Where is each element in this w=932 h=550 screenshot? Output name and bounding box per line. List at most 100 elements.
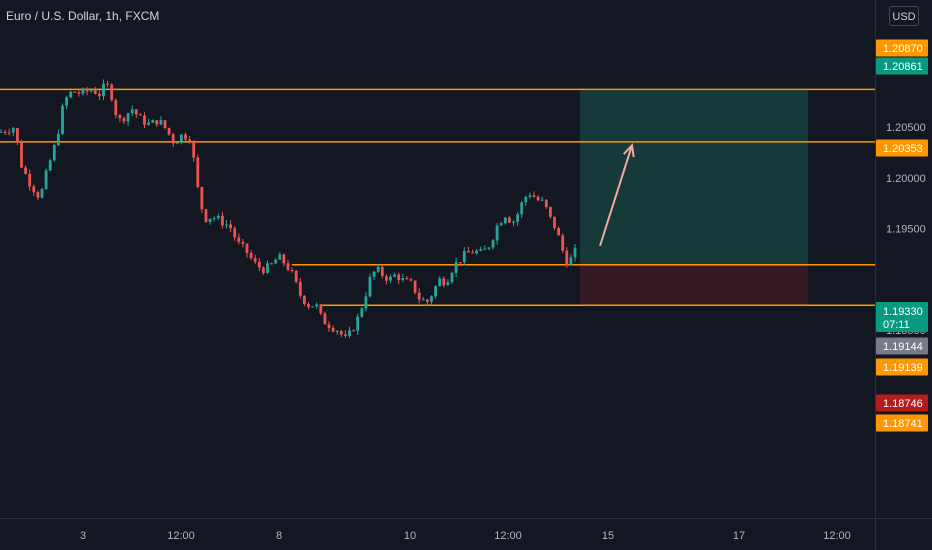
candle-body [311,306,314,308]
candle-body [327,324,331,328]
candle-body [122,118,126,122]
candle-body [216,215,220,219]
candle-body [553,216,556,229]
candle-body [81,88,85,94]
candle-body [278,254,282,260]
forecast-arrow [599,143,635,247]
price-tick-label: 1.20000 [886,173,926,185]
candle-body [286,263,290,270]
candle-body [503,217,507,224]
candle-body [65,97,68,106]
candle-body [462,250,466,263]
candle-body [561,235,565,251]
candle-body [212,218,216,220]
candle-body [73,91,77,93]
candle-body [442,278,446,286]
candle-body [380,266,384,277]
price-tick-label: 1.19500 [886,224,926,236]
price-tag [876,302,928,332]
time-tick-label: 8 [276,530,282,542]
price-tag [876,394,928,412]
candle-body [24,167,27,174]
candle-body [274,259,278,264]
time-tick-label: 3 [80,530,86,542]
time-tick-label: 17 [733,530,745,542]
candle-body [376,266,380,272]
candle-body [508,217,511,223]
candle-body [323,313,327,325]
candle-body [307,304,310,308]
candle-body [180,134,183,143]
candle-body [98,93,101,97]
candle-body [458,262,462,264]
candle-body [352,330,355,332]
candle-body [249,253,253,259]
price-tag [876,337,928,355]
candle-body [163,120,167,128]
candle-body [204,209,208,222]
candle-body [339,331,343,335]
candle-body [114,100,118,116]
candle-body [438,278,442,287]
candle-body [413,280,417,293]
candle-body [475,250,478,254]
candle-body [499,223,503,226]
candle-body [44,170,48,189]
candle-body [28,173,32,187]
target-zone[interactable] [580,90,808,265]
candle-body [77,92,81,94]
candle-body [409,279,413,281]
candle-body [524,196,528,203]
time-tick-label: 12:00 [494,530,522,542]
price-tag [876,39,928,57]
candle-body [134,109,138,115]
candle-body [282,254,286,264]
candle-body [368,276,372,297]
horizontal-levels [0,88,875,306]
time-axis: 3 12:00 8 10 12:00 15 17 12:00 [80,530,851,542]
arrow-shaft[interactable] [599,144,633,247]
candle-body [102,83,105,97]
stop-zone[interactable] [580,264,808,306]
candle-body [290,269,294,271]
candle-body [233,228,237,238]
candle-body [184,134,187,140]
candle-body [147,122,150,125]
candle-body [69,91,73,98]
candle-body [167,127,171,135]
candle-body [487,247,491,249]
price-tag-label: 1.19144 [883,341,923,353]
price-tag-label: 1.19139 [883,362,923,374]
candle-body [32,186,36,193]
candle-body [344,334,347,337]
time-tick-label: 12:00 [167,530,195,542]
candle-body [331,327,335,332]
price-tag [876,139,928,157]
candles [0,79,577,338]
candle-body [93,90,97,94]
candle-body [421,299,425,301]
candle-body [372,271,376,277]
candle-body [139,114,142,116]
price-tag-label: 1.20353 [883,143,923,155]
candle-body [245,243,249,254]
candle-body [393,274,396,277]
candle-body [253,258,257,262]
candle-body [85,88,89,92]
price-tick-label: 1.20500 [886,122,926,134]
candle-body [20,142,23,168]
candle-body [175,142,179,144]
candle-body [536,196,540,201]
countdown-label: 07:11 [883,319,910,331]
currency-button[interactable]: USD [889,6,919,26]
candle-body [565,250,569,266]
candle-body [483,248,487,250]
candle-body [110,84,114,101]
candle-body [241,241,245,244]
candle-body [512,221,515,223]
candle-body [401,278,405,280]
candle-body [16,128,19,143]
time-tick-label: 12:00 [823,530,851,542]
